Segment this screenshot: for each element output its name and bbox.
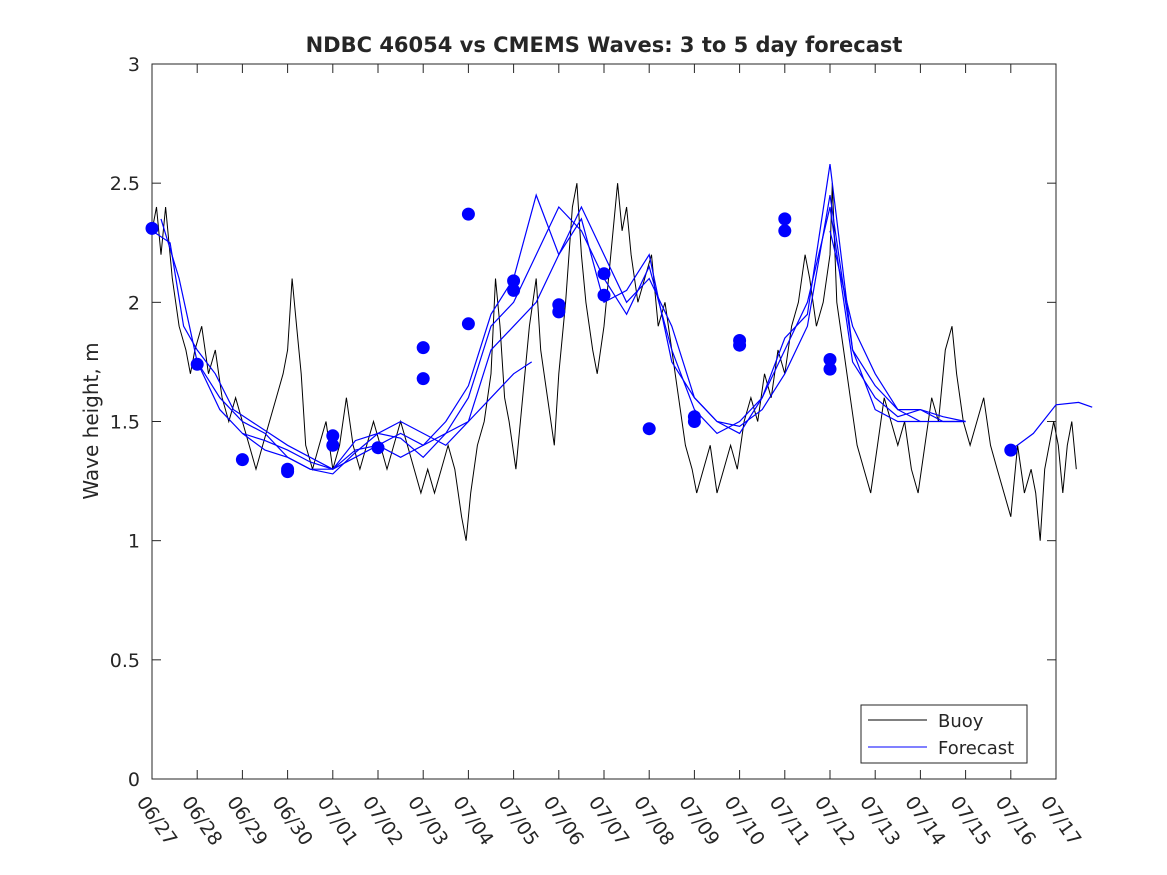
forecast-marker (823, 353, 837, 366)
forecast-markers (145, 207, 1018, 479)
forecast-marker (235, 453, 249, 467)
forecast-marker (597, 288, 611, 302)
forecast-line (1010, 401, 1093, 451)
legend: Buoy Forecast (860, 704, 1028, 764)
forecast-marker (461, 317, 475, 331)
forecast-marker (1004, 443, 1018, 457)
chart-title: NDBC 46054 vs CMEMS Waves: 3 to 5 day fo… (306, 33, 903, 57)
forecast-line (242, 164, 921, 470)
y-ticks: 0 0.5 1 1.5 2 2.5 3 (110, 54, 1056, 791)
forecast-marker (507, 274, 521, 288)
forecast-marker (642, 422, 656, 436)
forecast-marker (552, 298, 566, 312)
y-tick-label: 3 (128, 54, 140, 76)
forecast-marker (733, 334, 747, 347)
forecast-marker (281, 462, 295, 476)
forecast-marker (416, 341, 430, 355)
forecast-marker (687, 410, 701, 424)
forecast-marker (371, 441, 385, 455)
forecast-marker (326, 429, 340, 443)
forecast-marker (823, 362, 837, 376)
y-tick-label: 0 (128, 769, 140, 791)
y-tick-label: 0.5 (110, 650, 140, 672)
forecast-marker (416, 372, 430, 386)
forecast-marker (597, 267, 611, 281)
forecast-marker (326, 438, 340, 452)
plot-area: 00.511.522.53 06/2706/2806/2906/3007/010… (110, 54, 1093, 850)
forecast-series (151, 164, 1093, 475)
forecast-line (829, 230, 966, 423)
y-tick-label: 1 (128, 531, 140, 553)
forecast-marker (778, 212, 792, 226)
forecast-marker (461, 207, 475, 221)
forecast-marker (190, 357, 204, 371)
forecast-line (151, 230, 533, 470)
y-tick-label: 1.5 (110, 412, 140, 434)
legend-label-buoy: Buoy (938, 711, 984, 732)
forecast-marker (145, 221, 159, 235)
y-axis-label: Wave height, m (79, 342, 103, 499)
forecast-line (196, 205, 966, 470)
y-tick-label: 2.5 (110, 173, 140, 195)
forecast-marker (507, 283, 521, 297)
forecast-marker (778, 224, 792, 238)
legend-box (860, 704, 1028, 764)
legend-label-forecast: Forecast (938, 738, 1014, 759)
y-tick-label: 2 (128, 292, 140, 314)
